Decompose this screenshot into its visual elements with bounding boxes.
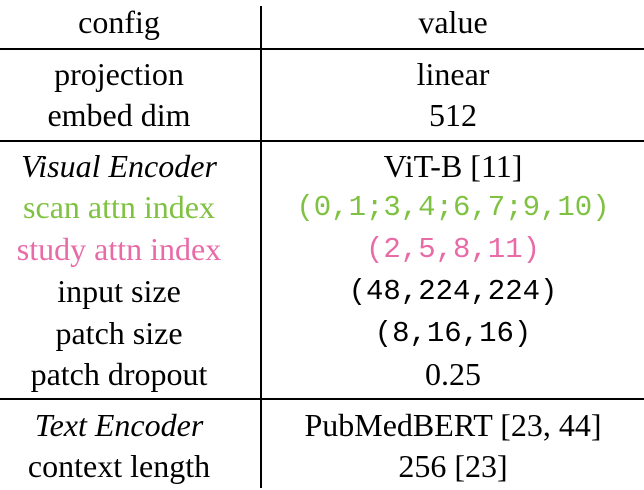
row-value: (2,5,8,11) bbox=[365, 233, 541, 266]
row-value: (48,224,224) bbox=[348, 275, 558, 308]
row-config: patch dropout bbox=[30, 356, 208, 392]
row-value: 256 [23] bbox=[398, 448, 508, 484]
row-value: ViT-B [11] bbox=[383, 148, 523, 184]
row-value: linear bbox=[416, 56, 490, 92]
table-row: Visual Encoder ViT-B [11] bbox=[0, 146, 644, 187]
row-value: 0.25 bbox=[425, 356, 481, 392]
row-value: (8,16,16) bbox=[374, 317, 532, 350]
header-config: config bbox=[78, 4, 160, 40]
table-row: study attn index (2,5,8,11) bbox=[0, 229, 644, 270]
row-config: Text Encoder bbox=[34, 407, 204, 443]
row-config: context length bbox=[27, 448, 211, 484]
table-row: scan attn index (0,1;3,4;6,7;9,10) bbox=[0, 187, 644, 228]
row-value: PubMedBERT [23, 44] bbox=[304, 407, 602, 443]
header-value: value bbox=[418, 4, 488, 40]
table-row: projection linear bbox=[0, 54, 644, 95]
row-config: input size bbox=[57, 273, 181, 309]
row-value: (0,1;3,4;6,7;9,10) bbox=[296, 191, 610, 224]
row-config: projection bbox=[54, 56, 184, 92]
table-row: input size (48,224,224) bbox=[0, 271, 644, 312]
table-header-row: config value bbox=[0, 2, 644, 43]
row-config: Visual Encoder bbox=[21, 148, 217, 184]
table-row: patch size (8,16,16) bbox=[0, 313, 644, 354]
section-rule bbox=[0, 398, 644, 400]
column-divider bbox=[260, 6, 262, 488]
table-row: embed dim 512 bbox=[0, 95, 644, 136]
table-row: patch dropout 0.25 bbox=[0, 354, 644, 395]
section-rule bbox=[0, 140, 644, 142]
table-row: Text Encoder PubMedBERT [23, 44] bbox=[0, 405, 644, 446]
row-config: embed dim bbox=[47, 97, 191, 133]
row-value: 512 bbox=[429, 97, 477, 133]
table-row: context length 256 [23] bbox=[0, 446, 644, 487]
row-config: patch size bbox=[55, 315, 183, 351]
row-config: study attn index bbox=[16, 231, 222, 267]
row-config: scan attn index bbox=[23, 189, 215, 225]
header-rule bbox=[0, 48, 644, 50]
